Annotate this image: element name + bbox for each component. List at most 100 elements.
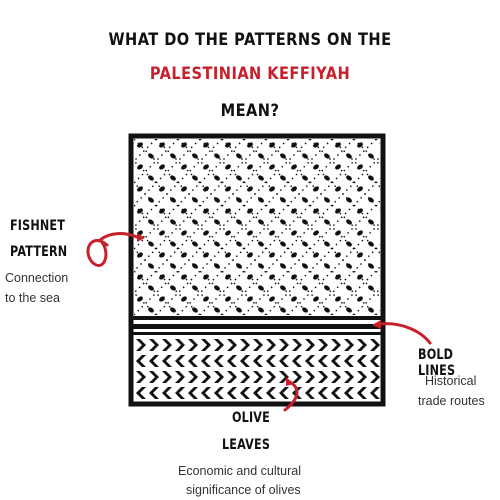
fishnet-knot: [214, 241, 220, 247]
fishnet-knot: [247, 142, 253, 148]
fishnet-knot: [236, 153, 242, 159]
fishnet-knot: [324, 241, 330, 247]
fishnet-knot: [203, 296, 209, 302]
fishnet-title-line-2: PATTERN: [10, 244, 68, 260]
fishnet-desc-line-2: to the sea: [5, 291, 60, 305]
fishnet-knot: [159, 230, 165, 236]
fishnet-knot: [346, 285, 352, 291]
fishnet-line: [486, 139, 500, 315]
fishnet-knot: [170, 263, 176, 269]
fishnet-knot: [203, 252, 209, 258]
fishnet-knot: [269, 296, 275, 302]
fishnet-knot: [335, 296, 341, 302]
fishnet-line: [243, 139, 380, 276]
fishnet-line: [420, 139, 500, 315]
fishnet-knot: [236, 219, 242, 225]
fishnet-knot: [192, 197, 198, 203]
olive-leaf: [318, 355, 328, 367]
fishnet-knot: [335, 186, 341, 192]
olive-leaf: [370, 339, 380, 351]
fishnet-knot: [236, 197, 242, 203]
fishnet-knot: [137, 296, 143, 302]
fishnet-line: [331, 139, 380, 188]
fishnet-knot: [225, 296, 231, 302]
olive-leaf: [240, 355, 250, 367]
fishnet-knot: [280, 219, 286, 225]
fishnet-line: [265, 200, 380, 315]
fishnet-knot: [192, 241, 198, 247]
olive-leaf: [357, 355, 367, 367]
fishnet-knot: [368, 197, 374, 203]
olive-leaf: [292, 339, 302, 351]
title-line-3: MEAN?: [220, 101, 280, 121]
olive-leaf: [240, 339, 250, 351]
fishnet-knot: [357, 164, 363, 170]
olive-leaf: [227, 339, 237, 351]
fishnet-knot: [269, 252, 275, 258]
fishnet-line: [375, 310, 380, 315]
fishnet-knot: [291, 252, 297, 258]
fishnet-knot: [225, 186, 231, 192]
bold-line-1: [133, 316, 381, 320]
fishnet-knot: [346, 197, 352, 203]
fishnet-knot: [313, 208, 319, 214]
fishnet-knot: [214, 175, 220, 181]
olive-leaf: [292, 371, 302, 383]
fishnet-knot: [137, 274, 143, 280]
fishnet-knot: [335, 208, 341, 214]
fishnet-knot: [335, 142, 341, 148]
fishnet-knot: [247, 208, 253, 214]
fishnet-knot: [368, 307, 374, 313]
fishnet-knot: [258, 241, 264, 247]
olive-leaf: [227, 387, 237, 399]
olive-leaf: [331, 387, 341, 399]
fishnet-knot: [291, 230, 297, 236]
fishnet-knot: [225, 164, 231, 170]
fishnet-knot: [291, 186, 297, 192]
olive-leaf: [370, 387, 380, 399]
olive-leaf: [253, 371, 263, 383]
olive-leaf: [136, 355, 146, 367]
fishnet-knot: [258, 285, 264, 291]
fishnet-knot: [313, 230, 319, 236]
fishnet-knot: [181, 230, 187, 236]
fishnet-knot: [137, 164, 143, 170]
fishnet-line: [309, 139, 380, 210]
fishnet-knot: [236, 285, 242, 291]
fishnet-knot: [148, 241, 154, 247]
fishnet-knot: [291, 142, 297, 148]
fishnet-knot: [148, 263, 154, 269]
fishnet-line: [442, 139, 500, 315]
fishnet-knot: [357, 142, 363, 148]
fishnet-knot: [236, 263, 242, 269]
fishnet-knot: [159, 186, 165, 192]
olive-title-line-2: LEAVES: [222, 437, 271, 453]
olive-leaf: [162, 339, 172, 351]
fishnet-knot: [302, 307, 308, 313]
fishnet-knot: [280, 153, 286, 159]
fishnet-line: [0, 139, 2, 315]
fishnet-knot: [181, 164, 187, 170]
olive-leaf: [136, 387, 146, 399]
bold-lines-arrowhead: [372, 320, 381, 329]
olive-leaf: [149, 339, 159, 351]
fishnet-knot: [192, 285, 198, 291]
fishnet-knot: [137, 208, 143, 214]
olive-leaf: [149, 387, 159, 399]
fishnet-knot: [324, 153, 330, 159]
fishnet-knot: [236, 307, 242, 313]
fishnet-line: [442, 139, 500, 315]
fishnet-line: [243, 178, 380, 315]
olive-leaf: [370, 355, 380, 367]
fishnet-knot: [214, 153, 220, 159]
fishnet-knot: [313, 164, 319, 170]
olive-leaf: [370, 371, 380, 383]
olive-leaf: [227, 371, 237, 383]
fishnet-line: [309, 244, 380, 315]
olive-leaf: [344, 355, 354, 367]
fishnet-knot: [181, 252, 187, 258]
fishnet-line: [287, 222, 380, 315]
olive-leaf: [344, 339, 354, 351]
fishnet-knot: [148, 219, 154, 225]
